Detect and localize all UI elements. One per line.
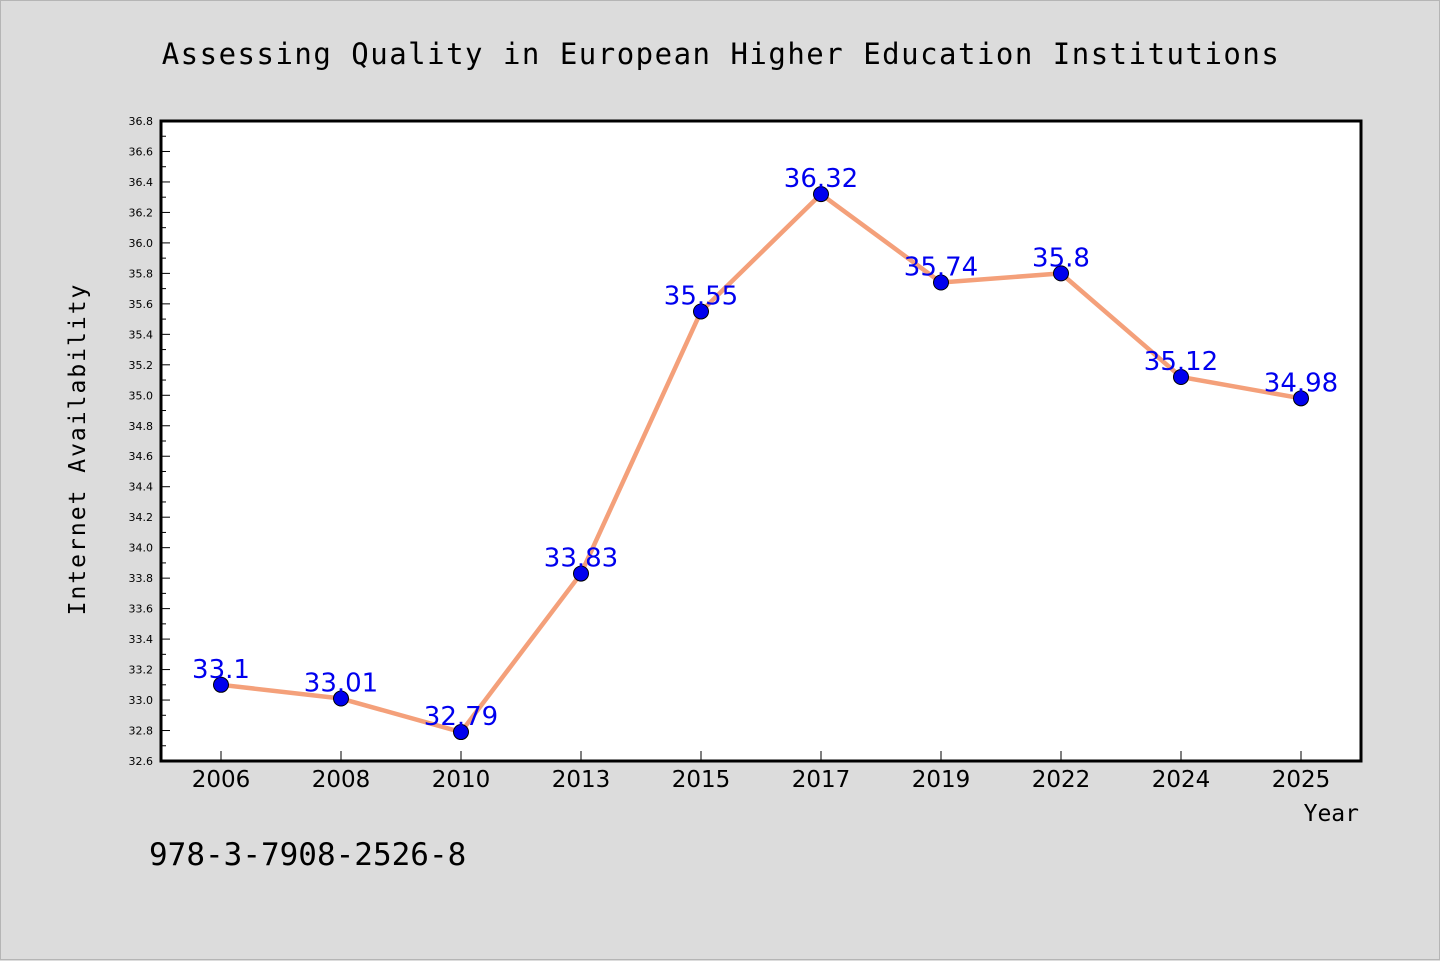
y-tick-label: 36.6 xyxy=(129,145,154,158)
y-tick-label: 34.8 xyxy=(129,420,154,433)
x-tick-label: 2008 xyxy=(312,767,371,793)
x-tick-label: 2006 xyxy=(192,767,251,793)
y-tick-label: 34.0 xyxy=(129,542,154,555)
data-point-marker xyxy=(573,565,589,582)
x-axis: 2006 2008 2010 2013 2015 2017 2019 2022 2024 2025 xyxy=(192,751,1331,793)
data-point-marker xyxy=(1173,369,1189,385)
series-line xyxy=(218,191,1304,735)
y-tick-label: 32.6 xyxy=(129,755,154,768)
y-tick-label: 35.0 xyxy=(129,389,154,402)
y-axis: 32.6 32.8 33.0 33.2 33.4 33.6 33.8 34.0 34.2 34.4… xyxy=(129,115,170,768)
x-tick-label: 2010 xyxy=(432,767,491,793)
x-tick-label: 2017 xyxy=(792,767,851,793)
data-point-marker xyxy=(1053,265,1069,282)
y-tick-label: 33.6 xyxy=(129,603,154,616)
y-tick-label: 36.2 xyxy=(129,206,154,219)
data-label: 32.79 xyxy=(424,702,498,732)
y-tick-label: 34.4 xyxy=(129,481,154,494)
data-label: 33.01 xyxy=(304,669,378,699)
isbn-annotation: 978-3-7908-2526-8 xyxy=(149,837,466,873)
y-tick-label: 33.8 xyxy=(129,572,154,585)
y-axis-label: Internet Availability xyxy=(65,283,91,616)
data-point-marker xyxy=(213,676,229,693)
data-point-marker xyxy=(333,690,349,707)
y-tick-label: 34.6 xyxy=(129,450,154,463)
data-label: 33.83 xyxy=(544,544,618,574)
y-tick-label: 34.2 xyxy=(129,511,154,524)
y-tick-label: 35.8 xyxy=(129,267,154,280)
data-label: 35.12 xyxy=(1144,347,1218,377)
y-tick-label: 33.0 xyxy=(129,694,154,707)
data-point-marker xyxy=(933,274,949,291)
x-tick-label: 2022 xyxy=(1032,767,1091,793)
plot-area xyxy=(159,119,1363,763)
data-point-marker xyxy=(453,724,469,741)
data-label: 36.32 xyxy=(784,164,858,194)
data-point-marker xyxy=(693,303,709,320)
data-label: 34.98 xyxy=(1264,368,1338,398)
y-tick-label: 33.2 xyxy=(129,664,154,677)
y-tick-label: 35.6 xyxy=(129,298,154,311)
x-tick-label: 2024 xyxy=(1152,767,1211,793)
y-tick-label: 32.8 xyxy=(129,725,154,738)
x-tick-label: 2025 xyxy=(1272,767,1331,793)
x-axis-label: Year xyxy=(1304,801,1359,827)
x-tick-label: 2013 xyxy=(552,767,611,793)
data-label: 35.8 xyxy=(1032,243,1090,273)
data-label: 33.1 xyxy=(192,655,250,685)
y-tick-label: 36.4 xyxy=(129,176,154,189)
data-label: 35.55 xyxy=(664,281,738,311)
data-point-marker xyxy=(1293,390,1309,407)
y-tick-label: 36.8 xyxy=(129,115,154,128)
data-label: 35.74 xyxy=(904,253,978,283)
y-tick-label: 35.2 xyxy=(129,359,154,372)
y-tick-label: 36.0 xyxy=(129,237,154,250)
x-tick-label: 2015 xyxy=(672,767,731,793)
y-tick-label: 33.4 xyxy=(129,633,154,646)
x-tick-label: 2019 xyxy=(912,767,971,793)
data-series: 33.1 33.01 32.79 33.83 35.55 36.32 35.74 35.8 35… xyxy=(192,164,1338,741)
data-point-marker xyxy=(813,186,829,203)
chart-title: Assessing Quality in European Higher Edu… xyxy=(162,37,1281,71)
y-tick-label: 35.4 xyxy=(129,328,154,341)
